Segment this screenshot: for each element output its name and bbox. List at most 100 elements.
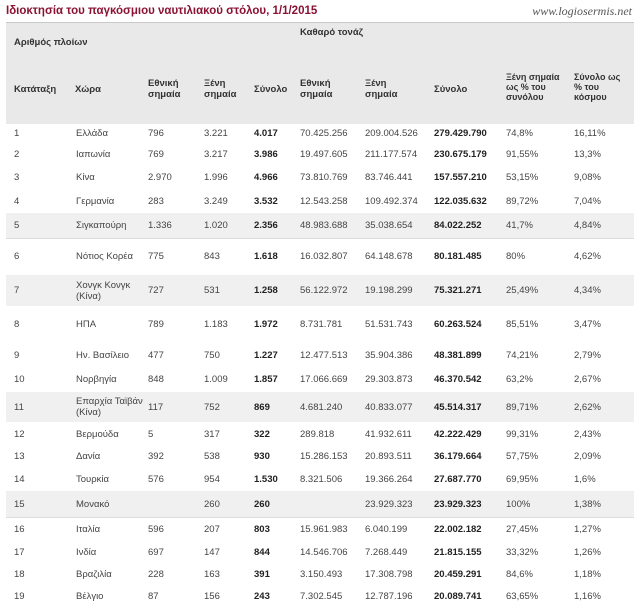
table-row: 7 Χονγκ Κονγκ (Κίνα) 727 531 1.258 56.122.972… [6,275,634,306]
cell-ton-foreign: 211.177.574 [365,148,418,160]
cell-ships-national: 228 [148,569,164,580]
cell-pct-foreign: 84,6% [506,569,533,580]
cell-ships-national: 775 [148,251,164,262]
cell-ships-total: 3.986 [254,148,278,160]
cell-pct-world: 1,6% [574,473,596,485]
cell-ton-foreign: 20.893.511 [365,451,412,462]
header-ships-foreign: Ξένη σημαία [204,78,237,100]
cell-rank: 8 [14,319,20,330]
header-group-tonnage: Καθαρό τονάζ [300,27,364,38]
cell-pct-foreign: 80% [506,251,526,262]
cell-ships-total: 1.227 [254,349,278,361]
cell-ton-foreign: 64.148.678 [365,251,413,262]
cell-pct-foreign: 99,31% [506,428,539,440]
cell-rank: 18 [14,569,25,580]
cell-ships-foreign: 3.249 [204,195,228,207]
cell-pct-foreign: 57,75% [506,451,539,462]
cell-rank: 16 [14,523,25,535]
cell-rank: 13 [14,451,25,462]
cell-ships-national: 5 [148,428,154,440]
cell-ton-national: 56.122.972 [300,285,348,296]
cell-pct-foreign: 27,45% [506,523,539,535]
cell-ships-total: 3.532 [254,195,278,207]
cell-ton-national: 17.066.669 [300,374,348,385]
cell-pct-world: 1,18% [574,569,601,580]
cell-ton-national: 73.810.769 [300,171,348,183]
cell-rank: 12 [14,428,25,440]
header-ton-foreign: Ξένη σημαία [365,78,398,100]
cell-ships-foreign: 317 [204,428,220,440]
cell-rank: 7 [14,285,20,296]
page-title: Ιδιοκτησία του παγκόσμιου ναυτιλιακού στ… [6,5,318,17]
cell-ton-national: 289.818 [300,428,335,440]
cell-pct-world: 13,3% [574,148,601,160]
cell-country: Μονακό [76,498,110,510]
cell-country: Γερμανία [76,195,115,207]
cell-ton-total: 157.557.210 [434,171,487,183]
cell-rank: 15 [14,498,25,510]
cell-ships-total: 930 [254,451,270,462]
cell-ships-total: 243 [254,590,270,602]
cell-pct-world: 7,04% [574,195,601,207]
cell-ships-national: 769 [148,148,164,160]
cell-ships-national: 392 [148,451,164,462]
cell-ships-national: 477 [148,349,164,361]
cell-pct-world: 16,11% [574,128,606,139]
cell-ton-total: 122.035.632 [434,195,487,207]
cell-ships-total: 1.258 [254,285,278,296]
cell-ships-foreign: 531 [204,285,220,296]
cell-pct-foreign: 89,71% [506,401,539,413]
source-watermark: www.logiosermis.net [532,4,632,18]
cell-rank: 9 [14,349,20,361]
cell-ships-national: 1.336 [148,220,172,231]
cell-ton-foreign: 40.833.077 [365,401,413,413]
cell-ton-total: 27.687.770 [434,473,482,485]
table-row: 19 Βέλγιο 87 156 243 7.302.545 12.787.196 20.08… [6,586,634,606]
cell-ships-foreign: 752 [204,401,220,413]
cell-pct-foreign: 74,8% [506,128,533,139]
cell-ton-total: 45.514.317 [434,401,482,413]
cell-ton-foreign: 17.308.798 [365,569,413,580]
cell-country: Βερμούδα [76,428,119,440]
cell-pct-foreign: 63,65% [506,590,539,602]
title-divider [6,22,634,23]
cell-country: Βέλγιο [76,590,104,602]
cell-pct-foreign: 69,95% [506,473,539,485]
cell-ton-total: 75.321.271 [434,285,482,296]
cell-pct-world: 4,84% [574,220,601,231]
cell-country: Νότιος Κορέα [76,251,134,262]
cell-ships-foreign: 1.020 [204,220,228,231]
cell-pct-foreign: 25,49% [506,285,539,296]
cell-pct-world: 1,27% [574,523,601,535]
table-header [6,23,634,124]
cell-rank: 5 [14,220,20,231]
cell-ton-foreign: 12.787.196 [365,590,413,602]
cell-pct-world: 2,43% [574,428,601,440]
cell-country: Δανία [76,451,101,462]
cell-ships-total: 4.017 [254,128,278,139]
cell-rank: 17 [14,546,25,558]
cell-ton-total: 48.381.899 [434,349,482,361]
cell-country: Ινδία [76,546,97,558]
cell-ton-national: 4.681.240 [300,401,343,413]
header-ton-total: Σύνολο [434,84,468,95]
table-row: 11 Επαρχία Ταϊβάν (Κίνα) 117 752 869 4.681.24… [6,392,634,422]
cell-ships-total: 1.618 [254,251,278,262]
cell-ships-national [148,491,196,517]
header-pct-foreign: Ξένη σημαία ως % του συνόλου [506,72,560,102]
cell-ships-foreign: 538 [204,451,220,462]
cell-pct-world: 3,47% [574,319,601,330]
cell-ton-total: 36.179.664 [434,451,482,462]
cell-pct-world: 4,62% [574,251,601,262]
cell-ton-foreign: 41.932.611 [365,428,412,440]
table-row: 17 Ινδία 697 147 844 14.546.706 7.268.449 21.81… [6,541,634,563]
table-row: 14 Τουρκία 576 954 1.530 8.321.506 19.366.264 2… [6,467,634,491]
cell-ton-national: 12.543.258 [300,195,348,207]
cell-ships-national: 697 [148,546,164,558]
cell-ships-foreign: 1.183 [204,319,228,330]
cell-ships-national: 727 [148,285,164,296]
table-row: 10 Νορβηγία 848 1.009 1.857 17.066.669 29.303.… [6,367,634,393]
cell-pct-foreign: 41,7% [506,220,533,231]
header-rank: Κατάταξη [14,84,57,95]
cell-pct-foreign: 85,51% [506,319,539,330]
